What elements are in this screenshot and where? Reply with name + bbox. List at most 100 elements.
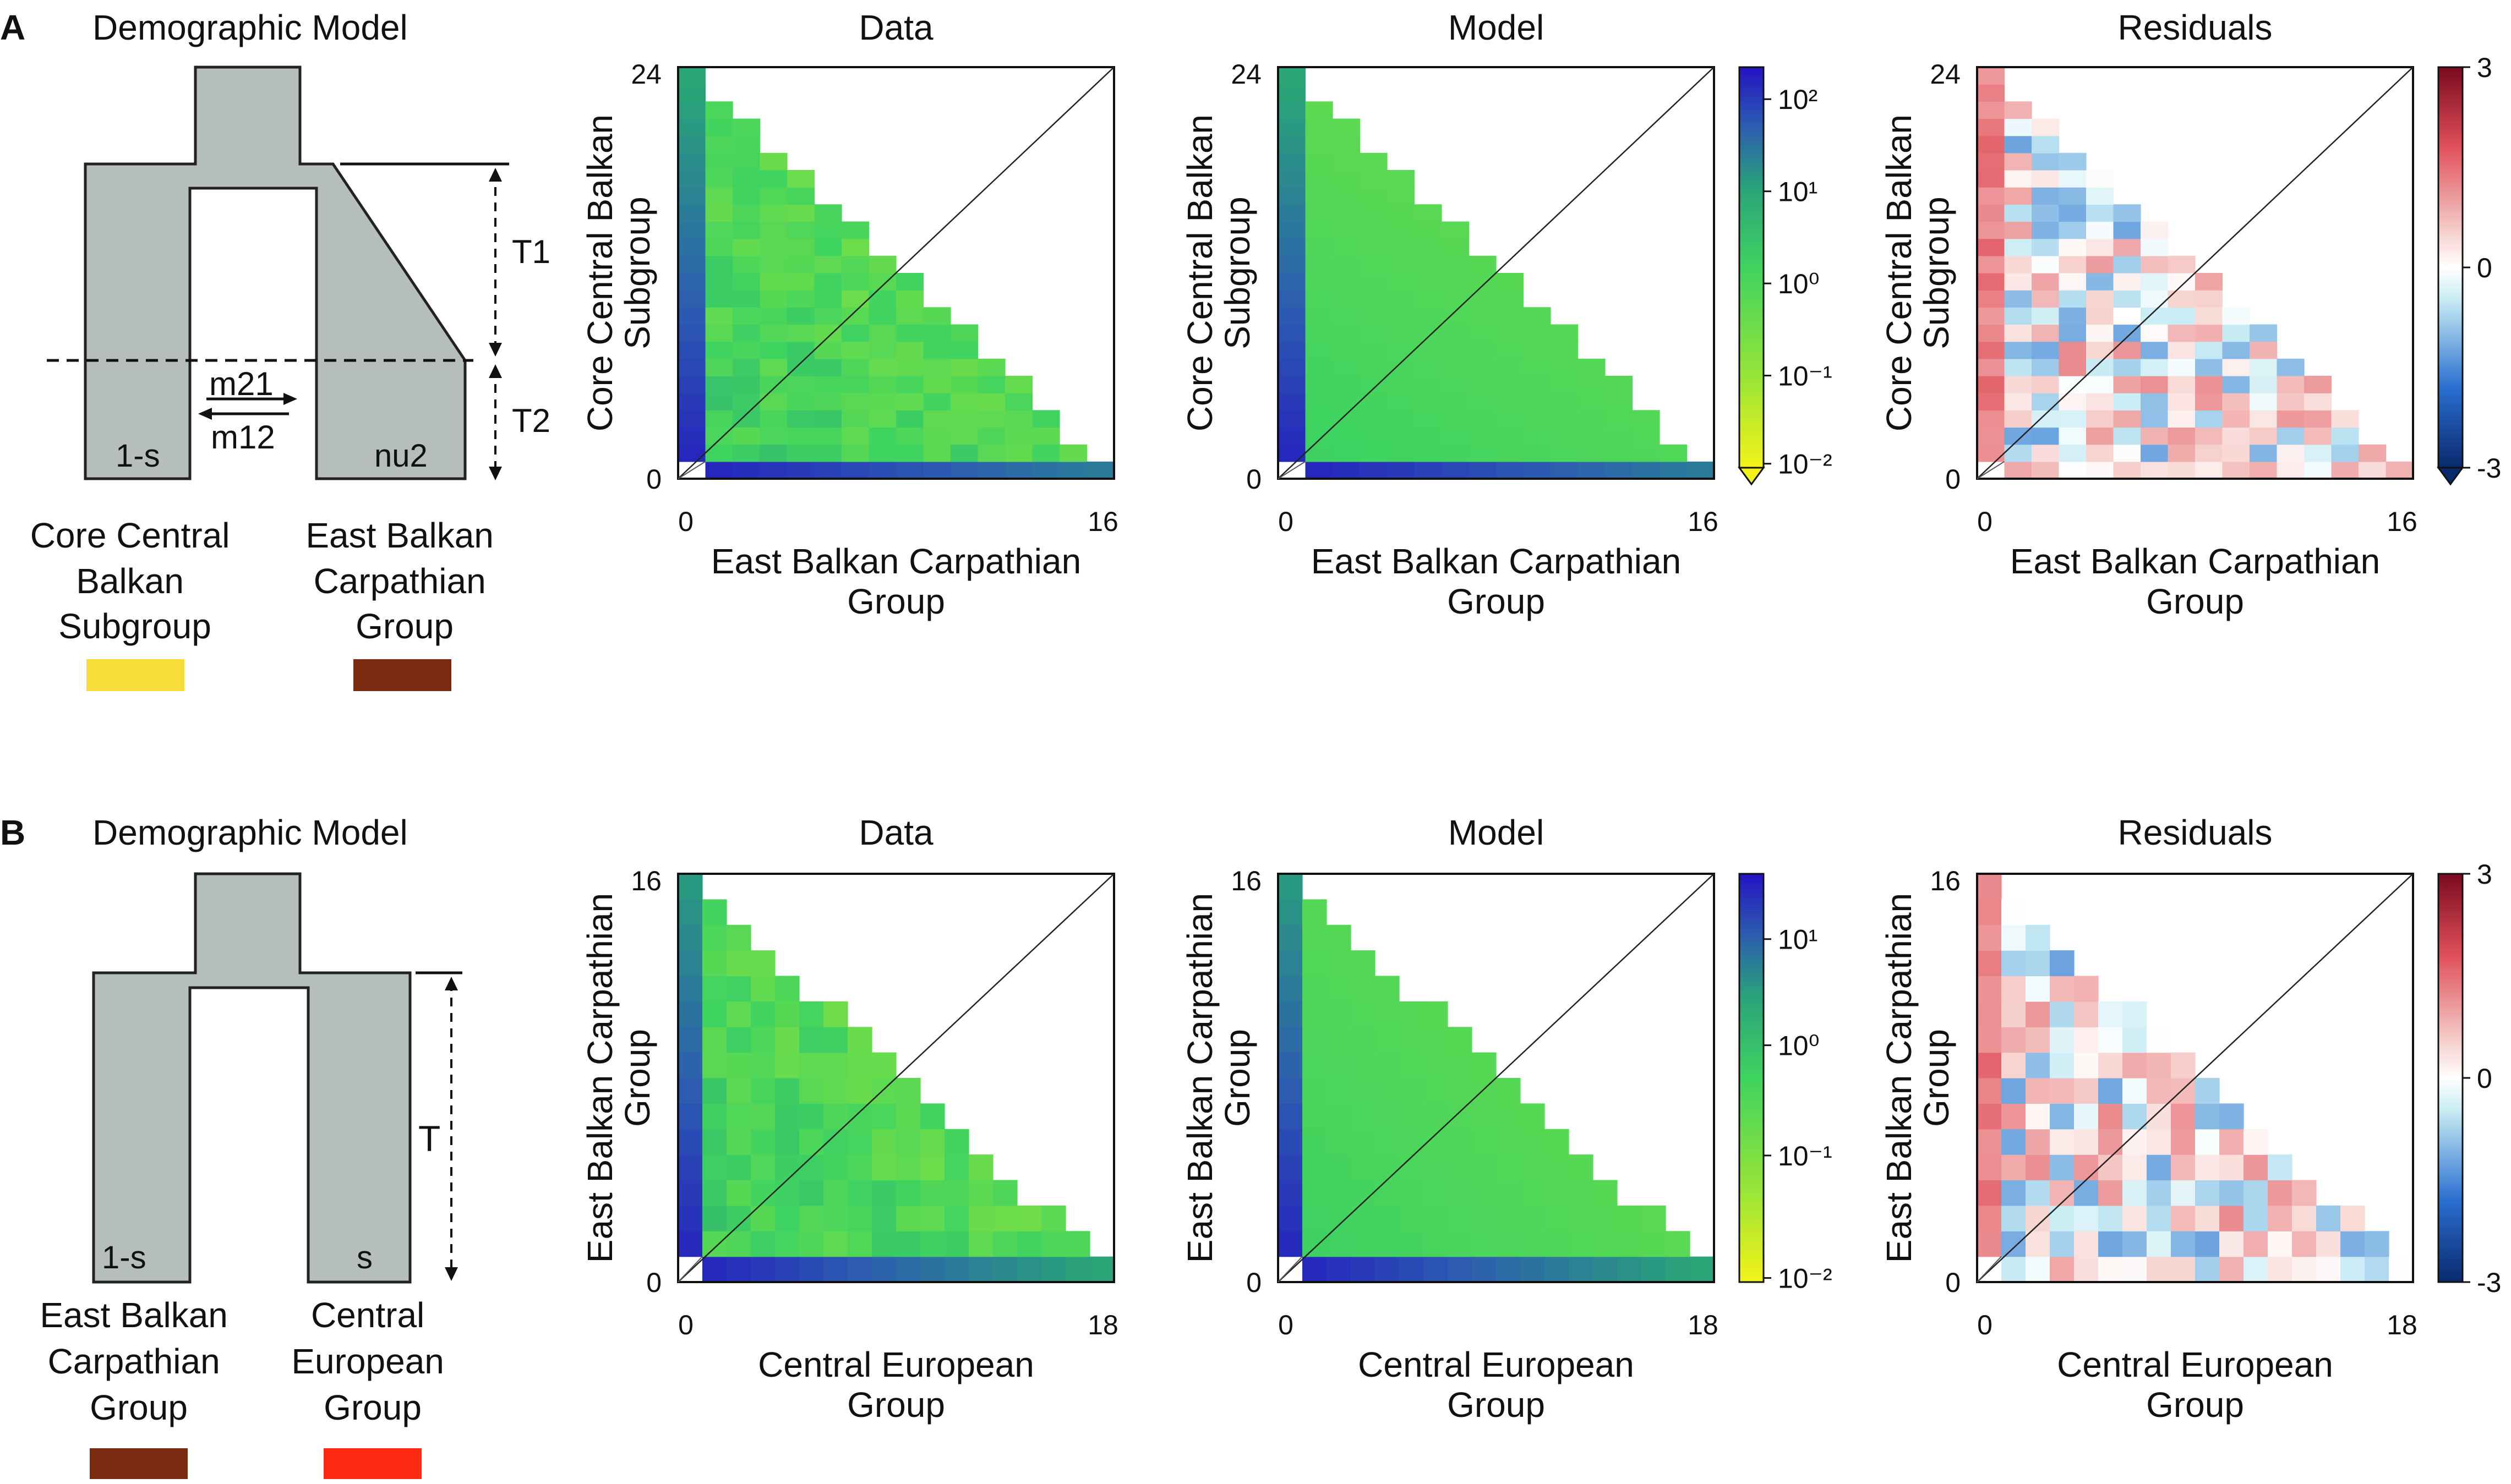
- heatmap-cell: [799, 1078, 824, 1104]
- heatmap-cell: [1469, 358, 1497, 376]
- heatmap-cell: [2243, 1205, 2268, 1231]
- plot-frame: [1277, 66, 1715, 480]
- heatmap-cell: [2086, 221, 2114, 239]
- heatmap-cell: [2086, 170, 2114, 188]
- heatmap-cell: [2168, 461, 2196, 479]
- heatmap-cell: [2222, 393, 2250, 410]
- ytick-zero: 0: [1945, 464, 1961, 495]
- heatmap-cell: [1496, 1256, 1521, 1283]
- panel-letter-b: B: [0, 813, 25, 852]
- heatmap-cell: [2032, 341, 2060, 359]
- heatmap-cell: [2122, 1231, 2147, 1257]
- heatmap-cell: [2304, 444, 2332, 462]
- heatmap-cell: [2086, 444, 2114, 462]
- heatmap-cell: [993, 1256, 1018, 1283]
- heatmap-cell: [2001, 1052, 2026, 1078]
- heatmap-cell: [823, 1231, 848, 1257]
- heatmap-cell: [2086, 324, 2114, 342]
- heatmap-cell: [2004, 204, 2032, 222]
- heatmap-cell: [787, 238, 815, 256]
- heatmap-cell: [2113, 376, 2141, 393]
- pop-color-swatch-right-b: [324, 1448, 422, 1479]
- heatmap-cell: [1496, 1103, 1521, 1130]
- heatmap-cell: [1278, 84, 1306, 102]
- heatmap-cell: [896, 461, 924, 479]
- heatmap-cell: [2250, 444, 2278, 462]
- heatmap-cell: [1977, 221, 2005, 239]
- t1-arrowhead-top: [489, 168, 502, 182]
- heatmap-cell: [2195, 1129, 2220, 1155]
- heatmap-cell: [1278, 376, 1306, 393]
- heatmap-cell: [1041, 1256, 1066, 1283]
- heatmap-cell: [1305, 255, 1333, 273]
- heatmap-cell: [2268, 1231, 2292, 1257]
- heatmap-cell: [1333, 427, 1361, 445]
- heatmap-cell: [1360, 238, 1388, 256]
- heatmap-cell: [1387, 444, 1415, 462]
- heatmap-cell: [733, 427, 761, 445]
- heatmap-cell: [945, 1154, 969, 1181]
- heatmap-cell: [951, 427, 979, 445]
- heatmap-cell: [760, 255, 788, 273]
- heatmap-data-a: [677, 66, 1115, 480]
- pop-right-name-a: East Balkan Carpathian Group: [305, 516, 503, 646]
- heatmap-cell: [2032, 238, 2060, 256]
- heatmap-cell: [1278, 874, 1303, 900]
- heatmap-cell: [1327, 924, 1351, 951]
- heatmap-cell: [1520, 1129, 1545, 1155]
- heatmap-cell: [2141, 273, 2169, 291]
- heatmap-cell: [2004, 290, 2032, 308]
- heatmap-cell: [2147, 1078, 2171, 1104]
- heatmap-cell: [2122, 1027, 2147, 1053]
- heatmap-cell: [2359, 444, 2387, 462]
- heatmap-cell: [814, 410, 842, 428]
- ylabel-line-1: Core Central Balkan: [580, 114, 620, 431]
- heatmap-cell: [2195, 307, 2223, 325]
- heatmap-cell: [1472, 1231, 1497, 1257]
- heatmap-cell: [733, 135, 761, 154]
- heatmap-cell: [842, 376, 870, 393]
- heatmap-cell: [2032, 187, 2060, 205]
- heatmap-cell: [678, 221, 706, 239]
- heatmap-cell: [702, 1231, 727, 1257]
- heatmap-cell: [1632, 427, 1660, 445]
- heatmap-cell: [799, 1231, 824, 1257]
- heatmap-cell: [2195, 290, 2223, 308]
- ytick-max: 24: [631, 59, 662, 90]
- heatmap-cell: [1302, 1154, 1327, 1181]
- heatmap-cell: [1017, 1256, 1042, 1283]
- heatmap-cell: [2086, 341, 2114, 359]
- heatmap-cell: [1442, 376, 1470, 393]
- heatmap-cell: [2250, 461, 2278, 479]
- heatmap-cell: [1278, 1052, 1303, 1078]
- heatmap-cell: [896, 1180, 921, 1206]
- heatmap-cell: [733, 187, 761, 205]
- xtick-zero: 0: [678, 1310, 694, 1340]
- heatmap-cell: [1360, 170, 1388, 188]
- heatmap-cell: [727, 1205, 751, 1231]
- heatmap-cell: [1472, 1205, 1497, 1231]
- heatmap-cell: [1387, 358, 1415, 376]
- heatmap-cell: [2195, 1180, 2220, 1206]
- heatmap-cell: [727, 1001, 751, 1027]
- pop-color-swatch-left-b: [90, 1448, 188, 1479]
- plot-frame: [1976, 873, 2414, 1283]
- heatmap-cell: [760, 204, 788, 222]
- heatmap-cell: [1469, 290, 1497, 308]
- colorbar-tick-label: 3: [2477, 859, 2492, 890]
- heatmap-cell: [775, 1103, 800, 1130]
- heatmap-cell: [2195, 461, 2223, 479]
- heatmap-cell: [1523, 376, 1551, 393]
- heatmap-cell: [945, 1231, 969, 1257]
- population-tree-b: [92, 872, 412, 1284]
- heatmap-cell: [2059, 427, 2087, 445]
- heatmap-cell: [775, 1052, 800, 1078]
- heatmap-cell: [2195, 1205, 2220, 1231]
- heatmap-cell: [775, 1180, 800, 1206]
- heatmap-cell: [705, 101, 733, 119]
- heatmap-cell: [920, 1154, 945, 1181]
- colorbar-tick-label: 10⁻²: [1778, 1263, 1832, 1294]
- heatmap-cell: [1333, 221, 1361, 239]
